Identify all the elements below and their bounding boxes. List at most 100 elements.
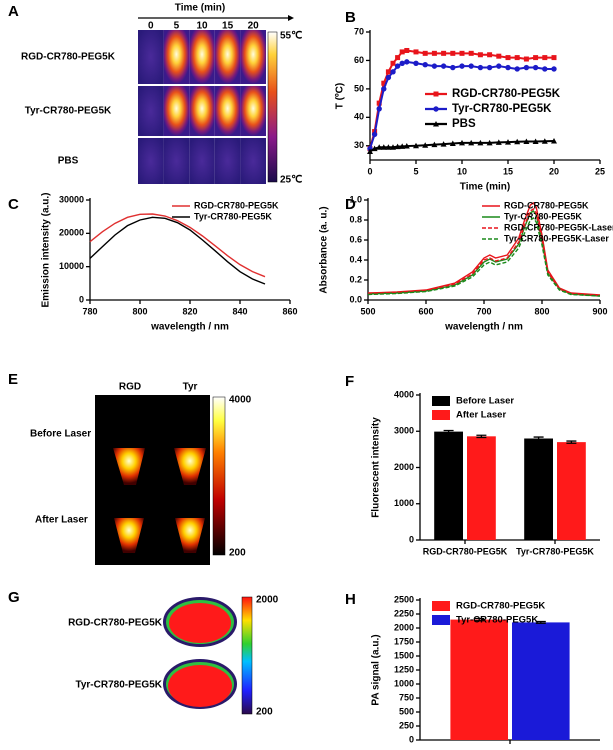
y-tick-label: 20000 xyxy=(59,228,84,238)
thermal-cell xyxy=(138,138,164,184)
legend-label: Tyr-CR780-PEG5K xyxy=(194,211,272,221)
marker xyxy=(399,143,406,149)
marker xyxy=(440,63,447,69)
marker xyxy=(496,53,502,59)
panel-letter: G xyxy=(8,589,20,606)
error-bar xyxy=(566,440,577,444)
bar xyxy=(524,438,553,540)
legend-label: PBS xyxy=(452,118,476,130)
y-tick-label: 0.6 xyxy=(349,234,362,244)
marker xyxy=(404,59,410,65)
marker xyxy=(532,64,539,71)
thermal-cell xyxy=(163,30,190,84)
legend-swatch xyxy=(432,601,450,611)
scale-max: 2000 xyxy=(256,595,279,606)
marker xyxy=(380,144,387,150)
row-label: After Laser xyxy=(35,515,88,526)
marker xyxy=(459,139,465,146)
marker xyxy=(390,60,396,66)
marker xyxy=(532,138,539,145)
x-axis-label: Time (min) xyxy=(460,182,510,193)
row-label: RGD-CR780-PEG5K xyxy=(21,52,116,63)
thermal-cell xyxy=(138,86,164,136)
y-tick-label: 0 xyxy=(79,294,84,304)
marker xyxy=(450,64,456,71)
y-tick-label: 2000 xyxy=(394,622,414,632)
marker xyxy=(477,52,483,58)
marker xyxy=(468,63,474,69)
marker xyxy=(542,55,548,61)
legend-marker xyxy=(433,91,439,97)
fluorescence-spot xyxy=(174,448,206,485)
thermal-cell xyxy=(214,30,241,84)
legend-swatch xyxy=(432,410,450,420)
y-tick-label: 30000 xyxy=(59,194,84,204)
marker xyxy=(496,63,502,69)
x-tick-label: Tyr-CR780-PEG5K xyxy=(516,546,594,556)
y-tick-label: 40 xyxy=(354,112,364,122)
legend-label: RGD-CR780-PEG5K xyxy=(194,200,279,210)
marker xyxy=(505,64,511,71)
scale-max: 4000 xyxy=(229,395,252,406)
marker xyxy=(477,64,484,71)
y-tick-label: 60 xyxy=(354,55,364,65)
colorbar xyxy=(241,596,253,715)
y-tick-label: 2250 xyxy=(394,608,414,618)
marker xyxy=(551,55,557,61)
column-label: 10 xyxy=(196,21,208,32)
column-label: 0 xyxy=(148,21,154,32)
panel-letter: C xyxy=(8,196,19,213)
thermal-cell xyxy=(138,30,164,84)
y-tick-label: 2000 xyxy=(394,462,414,472)
y-tick-label: 750 xyxy=(399,692,414,702)
error-bar xyxy=(476,434,487,439)
x-tick-label: 10 xyxy=(457,166,467,176)
marker xyxy=(403,143,410,149)
column-label: 20 xyxy=(248,21,260,32)
legend-marker xyxy=(433,106,439,112)
thermal-cell xyxy=(240,138,266,184)
marker xyxy=(551,66,557,72)
marker xyxy=(541,138,548,144)
marker xyxy=(551,137,557,144)
bar xyxy=(512,622,570,740)
legend-label: After Laser xyxy=(456,410,506,421)
thermal-cell xyxy=(189,138,215,184)
legend-label: Tyr-CR780-PEG5K-Laser xyxy=(504,233,609,243)
fluorescence-spot xyxy=(114,518,144,553)
y-tick-label: 500 xyxy=(399,706,414,716)
axis-title: Time (min) xyxy=(175,3,225,14)
y-tick-label: 1000 xyxy=(394,678,414,688)
panel-letter: A xyxy=(8,3,19,20)
legend-label: RGD-CR780-PEG5K-Laser xyxy=(504,222,613,232)
marker xyxy=(390,144,396,150)
error-bar xyxy=(474,617,485,622)
colorbar xyxy=(212,396,226,556)
thermal-cell xyxy=(163,138,190,184)
y-axis-label: Fluorescent intensity xyxy=(371,417,382,518)
marker xyxy=(394,143,401,150)
x-tick-label: 20 xyxy=(549,166,559,176)
y-tick-label: 2500 xyxy=(394,594,414,604)
marker xyxy=(394,63,401,69)
bar xyxy=(557,442,586,540)
legend-label: Before Laser xyxy=(456,396,514,407)
y-tick-label: 0 xyxy=(409,534,414,544)
marker xyxy=(523,64,530,71)
legend-label: Tyr-CR780-PEG5K xyxy=(456,615,538,626)
column-label: 15 xyxy=(222,21,234,32)
legend-label: Tyr-CR780-PEG5K xyxy=(504,211,582,221)
y-tick-label: 0.2 xyxy=(349,274,362,284)
thermal-cell xyxy=(163,86,190,136)
marker xyxy=(486,139,493,146)
scale-max: 55℃ xyxy=(280,31,302,42)
x-tick-label: 600 xyxy=(418,306,433,316)
error-bar xyxy=(443,429,454,434)
panel-letter: B xyxy=(345,9,356,26)
x-tick-label: 5 xyxy=(413,166,418,176)
marker xyxy=(399,49,405,55)
column-label: RGD xyxy=(119,382,141,393)
thermal-cell xyxy=(189,86,215,136)
y-tick-label: 70 xyxy=(354,26,364,36)
